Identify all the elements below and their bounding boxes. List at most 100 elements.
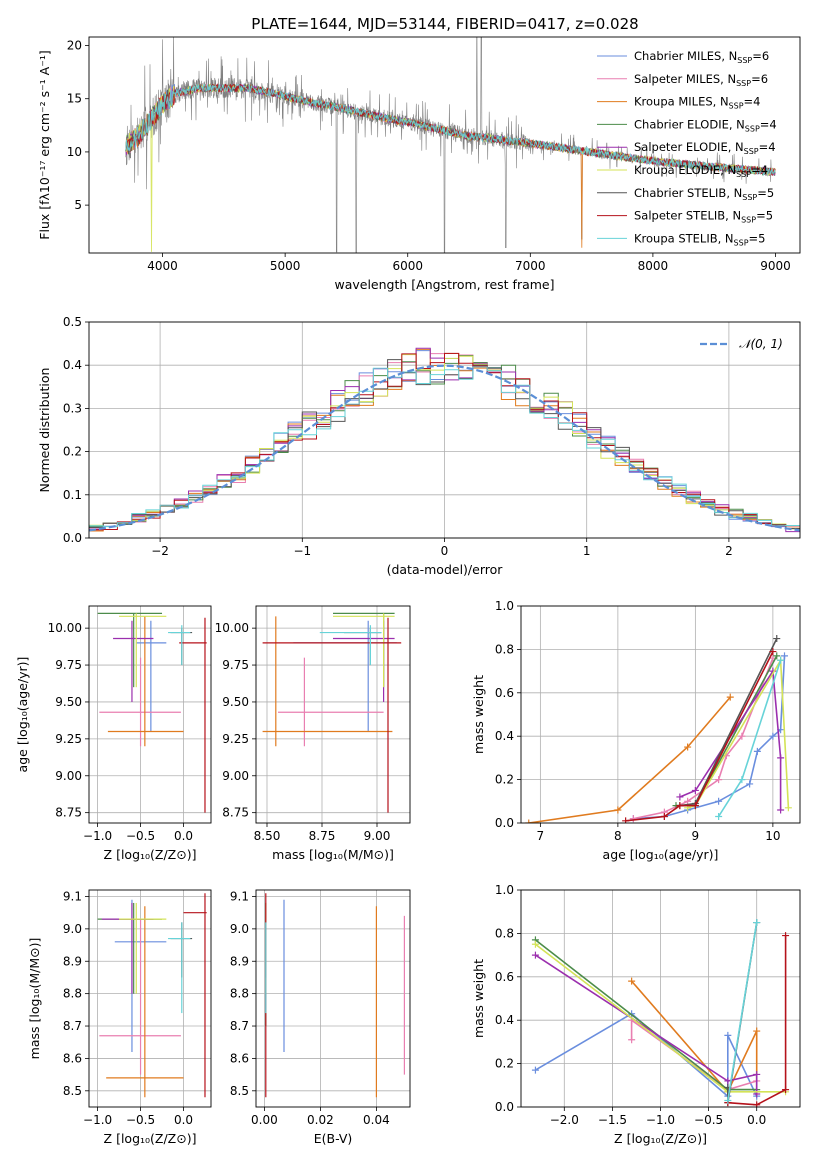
weight-marker-7 bbox=[753, 1101, 761, 1107]
panel-residuals: −2 −1 0 1 2 0.0 0.1 0.2 0.3 0.4 0.5 (data-model)/er… bbox=[37, 315, 801, 577]
x-tick-label: −1.5 bbox=[598, 1113, 627, 1127]
weight-marker-4 bbox=[676, 793, 684, 801]
x-tick-label: −1 bbox=[293, 544, 311, 558]
weight-marker-0 bbox=[781, 652, 788, 660]
x-tick-label: 7 bbox=[537, 829, 545, 843]
panel-mass-vs-Z: −1.0 −0.5 0.0 8.5 8.6 8.7 8.8 8.9 9.0 9.1 Z [log₁₀… bbox=[27, 889, 212, 1146]
weight-marker-7 bbox=[769, 648, 777, 656]
y-tick-label: 9.50 bbox=[55, 695, 82, 709]
y-tick-label: 8.75 bbox=[55, 806, 82, 820]
axes-frame bbox=[88, 321, 801, 539]
weight-line-7 bbox=[727, 935, 787, 1106]
y-axis-label: Normed distribution bbox=[37, 368, 52, 493]
y-tick-label: 0.4 bbox=[63, 358, 82, 372]
weight-marker-0 bbox=[769, 732, 777, 740]
weight-line-4 bbox=[534, 954, 758, 1094]
plot-area bbox=[97, 612, 207, 813]
weight-marker-1 bbox=[629, 815, 637, 823]
weight-marker-8 bbox=[724, 1096, 732, 1104]
x-tick-label: 8.50 bbox=[254, 829, 281, 843]
plot-area bbox=[97, 893, 207, 1098]
weight-marker-2 bbox=[628, 977, 636, 985]
weight-marker-2 bbox=[726, 693, 734, 701]
plot-area bbox=[125, 37, 776, 253]
y-axis-label: mass [log₁₀(M/M⊙)] bbox=[27, 938, 42, 1060]
x-tick-label: 5000 bbox=[270, 259, 301, 273]
weight-marker-6 bbox=[773, 635, 781, 643]
y-tick-label: 8.9 bbox=[63, 954, 82, 968]
spectrum-model-line-8 bbox=[125, 83, 776, 177]
x-tick-label: −1.0 bbox=[83, 829, 112, 843]
y-tick-label: 9.0 bbox=[230, 922, 249, 936]
y-tick-label: 0.0 bbox=[63, 531, 82, 545]
weight-line-3 bbox=[534, 939, 757, 1091]
x-axis-label: (data-model)/error bbox=[387, 562, 504, 577]
x-tick-label: 8.75 bbox=[309, 829, 336, 843]
y-tick-label: 9.1 bbox=[63, 889, 82, 903]
histogram-step-8 bbox=[89, 366, 800, 528]
weight-marker-0 bbox=[753, 747, 761, 755]
axes-frame bbox=[255, 605, 411, 824]
weight-marker-1 bbox=[715, 776, 723, 784]
x-tick-label: −2 bbox=[151, 544, 169, 558]
weight-marker-0 bbox=[531, 1066, 539, 1074]
y-tick-label: 8.5 bbox=[63, 1084, 82, 1098]
weight-marker-8 bbox=[715, 812, 723, 820]
x-axis-label: Z [log₁₀(Z/Z⊙)] bbox=[104, 1131, 197, 1146]
y-tick-label: 9.1 bbox=[230, 889, 249, 903]
x-axis-label: E(B-V) bbox=[314, 1131, 353, 1146]
plot-area bbox=[525, 635, 792, 823]
panel-age-vs-mass: 8.50 8.75 9.00 8.75 9.00 9.25 9.50 9.75 10.00 mas… bbox=[215, 605, 411, 862]
axes-frame bbox=[520, 605, 801, 824]
y-tick-label: 9.75 bbox=[55, 658, 82, 672]
x-tick-label: 0.0 bbox=[747, 1113, 766, 1127]
x-axis-label: Z [log₁₀(Z/Z⊙)] bbox=[614, 1131, 707, 1146]
axes-frame bbox=[88, 605, 212, 824]
x-tick-label: −0.5 bbox=[126, 829, 155, 843]
x-tick-label: 0.04 bbox=[363, 1113, 390, 1127]
y-tick-label: 1.0 bbox=[495, 883, 514, 897]
x-tick-label: 0.0 bbox=[174, 829, 193, 843]
legend-label-0: Chabrier MILES, NSSP=6 bbox=[634, 49, 769, 65]
weight-line-6 bbox=[679, 638, 778, 807]
y-tick-label: 8.75 bbox=[222, 806, 249, 820]
weight-marker-2 bbox=[614, 806, 622, 814]
x-tick-label: 2 bbox=[725, 544, 733, 558]
x-tick-label: −0.5 bbox=[694, 1113, 723, 1127]
weight-marker-7 bbox=[691, 802, 699, 810]
figure-title: PLATE=1644, MJD=53144, FIBERID=0417, z=0… bbox=[251, 15, 638, 33]
panel-age-vs-Z: −1.0 −0.5 0.0 8.75 9.00 9.25 9.50 9.75 10.00 Z [l… bbox=[15, 605, 212, 862]
y-tick-label: 0.3 bbox=[63, 401, 82, 415]
y-tick-label: 0.6 bbox=[495, 686, 514, 700]
weight-line-8 bbox=[727, 922, 758, 1101]
weight-marker-0 bbox=[715, 797, 723, 805]
weight-marker-1 bbox=[684, 797, 692, 805]
y-tick-label: 0.0 bbox=[495, 1100, 514, 1114]
legend-label-normal: 𝒩(0, 1) bbox=[739, 337, 783, 351]
y-tick-label: 0.2 bbox=[63, 445, 82, 459]
y-tick-label: 10.00 bbox=[48, 621, 82, 635]
weight-marker-8 bbox=[738, 776, 746, 784]
weight-line-5 bbox=[687, 657, 790, 809]
weight-marker-2 bbox=[753, 1027, 761, 1035]
y-tick-label: 10.00 bbox=[215, 621, 249, 635]
weight-marker-8 bbox=[777, 656, 785, 664]
y-tick-label: 15 bbox=[67, 92, 82, 106]
legend-label-3: Chabrier ELODIE, NSSP=4 bbox=[634, 117, 777, 133]
y-tick-label: 0.8 bbox=[495, 926, 514, 940]
y-tick-label: 1.0 bbox=[495, 599, 514, 613]
y-tick-label: 9.00 bbox=[222, 769, 249, 783]
weight-marker-5 bbox=[784, 804, 792, 812]
y-tick-label: 8.6 bbox=[230, 1051, 249, 1065]
y-tick-label: 0.1 bbox=[63, 488, 82, 502]
y-tick-label: 0.6 bbox=[495, 970, 514, 984]
y-tick-label: 9.25 bbox=[222, 732, 249, 746]
weight-marker-4 bbox=[753, 1070, 761, 1078]
panel-massweight-vs-age: 7 8 9 10 0.0 0.2 0.4 0.6 0.8 1.0 age [log₁₀(age/yr… bbox=[471, 599, 801, 862]
axes-frame bbox=[88, 36, 801, 254]
x-tick-label: −1.0 bbox=[646, 1113, 675, 1127]
weight-marker-7 bbox=[622, 817, 630, 823]
normal-reference-curve bbox=[89, 364, 800, 532]
legend-label-8: Kroupa STELIB, NSSP=5 bbox=[634, 231, 765, 247]
